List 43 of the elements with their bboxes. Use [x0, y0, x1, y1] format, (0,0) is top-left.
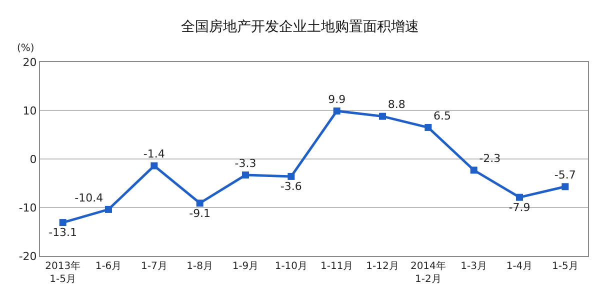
point [470, 166, 478, 174]
x-tick-label: 1-10月 [274, 261, 308, 272]
x-tick-label: 2014年 1-2月 [410, 260, 446, 285]
y-tick-label: 10 [22, 104, 37, 118]
point [379, 112, 386, 120]
data-label: -13.1 [48, 226, 78, 240]
data-label: -9.1 [189, 206, 211, 220]
y-tick-label: -20 [18, 250, 37, 263]
y-axis-title: (%) [17, 43, 34, 54]
data-label: -2.3 [479, 152, 501, 166]
x-tick-label: 1-11月 [320, 261, 354, 272]
y-tick-label: -10 [18, 201, 37, 214]
y-tick-label: 20 [22, 56, 37, 69]
chart-title: 全国房地产开发企业土地购置面积增速 [181, 19, 419, 36]
data-label: -1.4 [143, 148, 165, 161]
point [424, 124, 432, 131]
x-tick-label: 1-3月 [460, 261, 487, 272]
x-tick-label: 2013年 1-5月 [45, 260, 81, 285]
data-label: -5.7 [554, 168, 576, 182]
x-tick-label: 1-7月 [141, 261, 168, 272]
x-tick-label: 1-4月 [506, 261, 533, 272]
data-label: -3.3 [234, 156, 256, 170]
point [105, 206, 112, 213]
data-label: -10.4 [74, 191, 104, 204]
point [59, 219, 66, 226]
point [288, 172, 295, 180]
data-label: -3.6 [280, 180, 302, 194]
point [516, 194, 523, 201]
y-tick-label: 0 [30, 152, 37, 166]
point [562, 183, 569, 190]
data-label: 9.9 [328, 92, 346, 106]
x-tick-label: 1-8月 [186, 261, 213, 272]
x-tick-label: 1-12月 [366, 261, 399, 272]
data-label: 6.5 [434, 109, 452, 122]
data-label: -7.9 [508, 200, 530, 214]
point [150, 162, 158, 170]
x-tick-label: 1-6月 [95, 261, 122, 272]
x-tick-label: 1-5月 [552, 261, 578, 272]
point [333, 107, 340, 114]
x-tick-label: 1-9月 [232, 261, 259, 272]
data-label: 8.8 [388, 98, 406, 112]
point [242, 172, 249, 179]
point [196, 200, 204, 207]
